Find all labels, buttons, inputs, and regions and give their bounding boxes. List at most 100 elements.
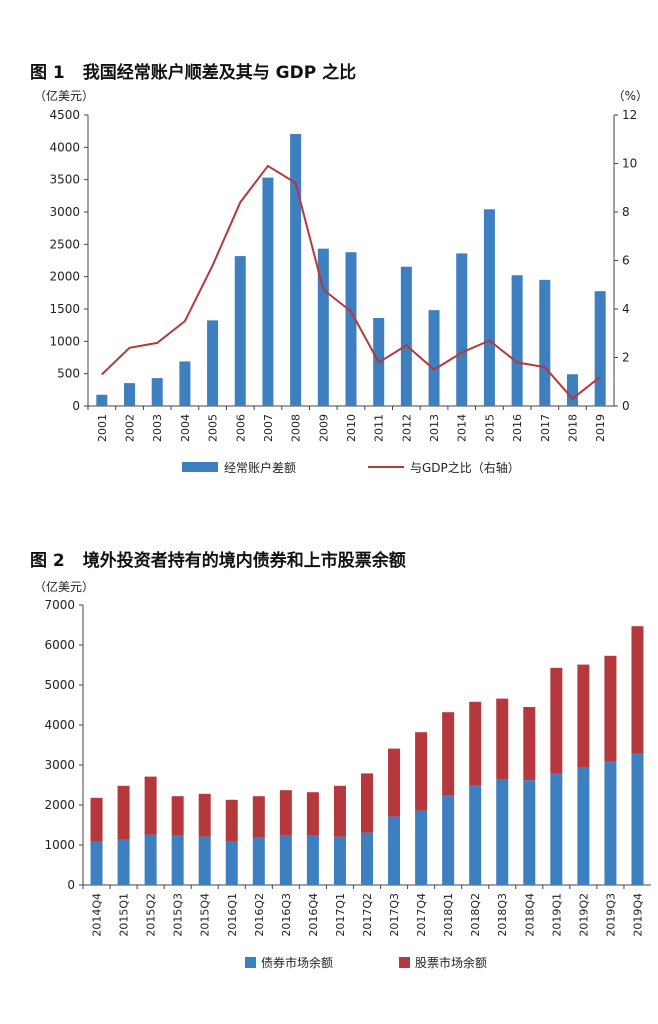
chart1-left-tick-label: 2500 xyxy=(49,237,80,251)
chart2-x-tick-label: 2016Q1 xyxy=(226,893,239,937)
chart2-bond-bar xyxy=(198,836,211,885)
chart2-stock-bar xyxy=(333,785,346,837)
chart2-stock-bar xyxy=(225,799,238,842)
chart2-x-tick-label: 2019Q2 xyxy=(577,893,590,937)
chart2-bond-bar xyxy=(279,835,292,885)
chart1-bar xyxy=(207,320,219,406)
chart2-x-tick-label: 2018Q4 xyxy=(523,893,536,937)
chart1-x-tick-label: 2013 xyxy=(428,414,441,442)
chart2-stock-bar xyxy=(577,664,590,767)
chart1-legend-bar-label: 经常账户差额 xyxy=(224,460,296,475)
chart2-x-tick-label: 2017Q3 xyxy=(388,893,401,937)
chart2-stock-bar xyxy=(388,748,401,817)
chart2-title: 图 2 境外投资者持有的境内债券和上市股票余额 xyxy=(30,546,406,571)
chart1-bar xyxy=(400,266,412,406)
chart1-legend-line-label: 与GDP之比（右轴） xyxy=(410,460,520,475)
chart1-right-tick-label: 0 xyxy=(622,399,630,413)
chart2-x-tick-label: 2017Q2 xyxy=(361,893,374,937)
chart2-legend-stock-swatch xyxy=(399,957,410,968)
chart2-y-tick-label: 4000 xyxy=(44,718,75,732)
chart1-x-tick-label: 2018 xyxy=(566,414,579,442)
chart2-bond-bar xyxy=(496,779,509,885)
chart1-title-text: 我国经常账户顺差及其与 GDP 之比 xyxy=(82,63,357,83)
chart2-y-tick-label: 7000 xyxy=(44,598,75,612)
chart2-y-tick-label: 0 xyxy=(67,878,75,892)
chart2-x-tick-label: 2018Q1 xyxy=(442,893,455,937)
chart1-right-tick-label: 8 xyxy=(622,205,630,219)
chart2-stock-bar xyxy=(252,796,265,838)
chart2-bond-bar xyxy=(631,753,644,885)
chart1-x-tick-label: 2015 xyxy=(483,414,496,442)
chart1-bar xyxy=(151,378,163,406)
chart2-bond-bar xyxy=(144,834,157,885)
chart2-x-tick-label: 2019Q1 xyxy=(550,893,563,937)
chart2-title-number: 图 2 xyxy=(30,551,65,571)
chart2-bond-bar xyxy=(117,839,130,885)
chart1-ratio-line xyxy=(101,164,601,401)
chart2-stock-bar xyxy=(171,796,184,836)
chart2-bond-bar xyxy=(306,835,319,885)
chart2-x-tick-label: 2016Q3 xyxy=(280,893,293,937)
chart2-x-tick-label: 2015Q3 xyxy=(172,893,185,937)
chart1-right-tick-label: 4 xyxy=(622,302,630,316)
chart1-x-tick-label: 2012 xyxy=(400,414,413,442)
chart2-bond-bar xyxy=(333,836,346,885)
chart2-bond-bar xyxy=(577,767,590,885)
chart1-left-tick-label: 3500 xyxy=(49,173,80,187)
chart2-x-tick-label: 2019Q4 xyxy=(631,893,644,937)
chart1-bar xyxy=(290,134,302,406)
chart1-right-tick-label: 12 xyxy=(622,108,637,122)
chart1-x-tick-label: 2001 xyxy=(96,414,109,442)
chart2-x-tick-label: 2017Q1 xyxy=(334,893,347,937)
chart1-left-tick-label: 1000 xyxy=(49,334,80,348)
chart2-stock-bar xyxy=(523,707,536,781)
chart2-stock-bar xyxy=(604,655,617,761)
chart2-x-tick-label: 2015Q4 xyxy=(199,893,212,937)
chart1-bar xyxy=(594,291,606,406)
chart2-y-tick-label: 1000 xyxy=(44,838,75,852)
chart1-bar xyxy=(428,310,440,406)
chart2-bond-bar xyxy=(388,816,401,885)
chart2-legend-stock-label: 股票市场余额 xyxy=(415,955,487,970)
chart2-y-tick-label: 3000 xyxy=(44,758,75,772)
chart2-bond-bar xyxy=(171,835,184,885)
chart1-x-tick-label: 2004 xyxy=(179,414,192,442)
chart2-stock-bar xyxy=(198,793,211,837)
chart2-x-tick-label: 2017Q4 xyxy=(415,893,428,937)
chart1-x-tick-label: 2019 xyxy=(594,414,607,442)
chart1-right-tick-label: 2 xyxy=(622,351,630,365)
chart2-bond-bar xyxy=(90,841,103,885)
chart1-legend-bar-swatch xyxy=(182,462,218,472)
chart2-stock-bar xyxy=(306,792,319,836)
chart2-x-tick-label: 2016Q2 xyxy=(253,893,266,937)
chart2-stock-bar xyxy=(442,712,455,796)
chart2-stock-bar xyxy=(550,667,563,774)
chart2-stock-bar xyxy=(496,698,509,779)
chart2-stock-bar xyxy=(361,773,373,833)
chart1-x-tick-label: 2010 xyxy=(345,414,358,442)
chart2-x-tick-label: 2018Q3 xyxy=(496,893,509,937)
chart2-bond-bar xyxy=(415,810,428,885)
chart1-bar xyxy=(234,256,246,406)
chart2-stock-bar xyxy=(90,797,103,842)
chart1-x-tick-label: 2016 xyxy=(511,414,524,442)
chart1-left-unit: （亿美元） xyxy=(34,88,94,103)
chart2-x-tick-label: 2015Q1 xyxy=(118,893,131,937)
chart2-x-tick-label: 2016Q4 xyxy=(307,893,320,937)
chart1-x-tick-label: 2005 xyxy=(207,414,220,442)
chart1-right-tick-label: 10 xyxy=(622,157,637,171)
chart1-x-tick-label: 2002 xyxy=(124,414,137,442)
chart2-legend-bond-swatch xyxy=(245,957,256,968)
chart2-bond-bar xyxy=(523,780,536,885)
chart2-x-tick-label: 2014Q4 xyxy=(91,893,104,937)
chart1-bar xyxy=(96,394,108,406)
chart2-stock-bar xyxy=(631,626,644,754)
chart1-right-unit: （%） xyxy=(613,89,648,103)
chart1-x-tick-label: 2014 xyxy=(456,414,469,442)
chart2-legend-bond-label: 债券市场余额 xyxy=(261,955,333,970)
chart1-x-tick-label: 2011 xyxy=(373,414,386,442)
chart1-title: 图 1 我国经常账户顺差及其与 GDP 之比 xyxy=(30,58,356,83)
chart1-bar xyxy=(262,177,274,406)
chart1-right-tick-label: 6 xyxy=(622,254,630,268)
